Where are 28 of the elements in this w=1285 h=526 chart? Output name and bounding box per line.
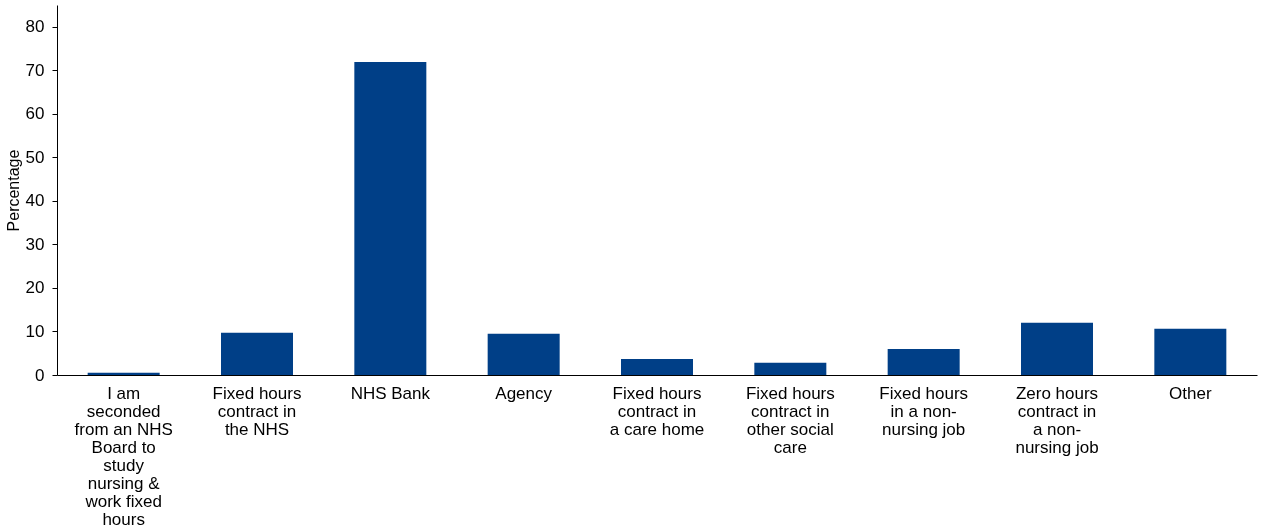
bar (487, 333, 560, 375)
bar (621, 358, 693, 375)
y-tick-label: 40 (25, 191, 45, 211)
x-tick-label: Fixed hours contract in other social care (745, 383, 835, 457)
y-tick-label: 60 (25, 104, 45, 124)
x-tick-label: Other (1169, 383, 1212, 403)
bar (1154, 328, 1227, 375)
x-tick-label: I am seconded from an NHS Board to study nursing & work fixed hours (74, 383, 173, 526)
y-tick-label: 30 (25, 234, 45, 254)
y-axis-title: Percentage (4, 149, 22, 232)
bar (754, 362, 827, 375)
y-tick-label: 20 (25, 278, 45, 298)
y-tick-label: 50 (25, 147, 45, 167)
y-tick-label: 80 (25, 17, 45, 37)
x-tick-label: Zero hours contract in a non-nursing job (1015, 383, 1099, 457)
bar (87, 372, 160, 375)
x-tick-label: Fixed hours contract in a care home (609, 383, 705, 439)
x-tick-label: NHS Bank (350, 383, 431, 403)
bar (354, 62, 427, 375)
bar (1021, 322, 1093, 375)
x-tick-label: Fixed hours contract in the NHS (212, 383, 302, 439)
y-tick-label: 0 (35, 365, 45, 385)
y-tick-label: 10 (25, 321, 45, 341)
bar (221, 332, 293, 375)
y-tick-label: 70 (25, 60, 45, 80)
x-tick-label: Fixed hours in a non-nursing job (879, 383, 969, 439)
bar (887, 348, 960, 375)
x-tick-label: Agency (495, 383, 553, 403)
